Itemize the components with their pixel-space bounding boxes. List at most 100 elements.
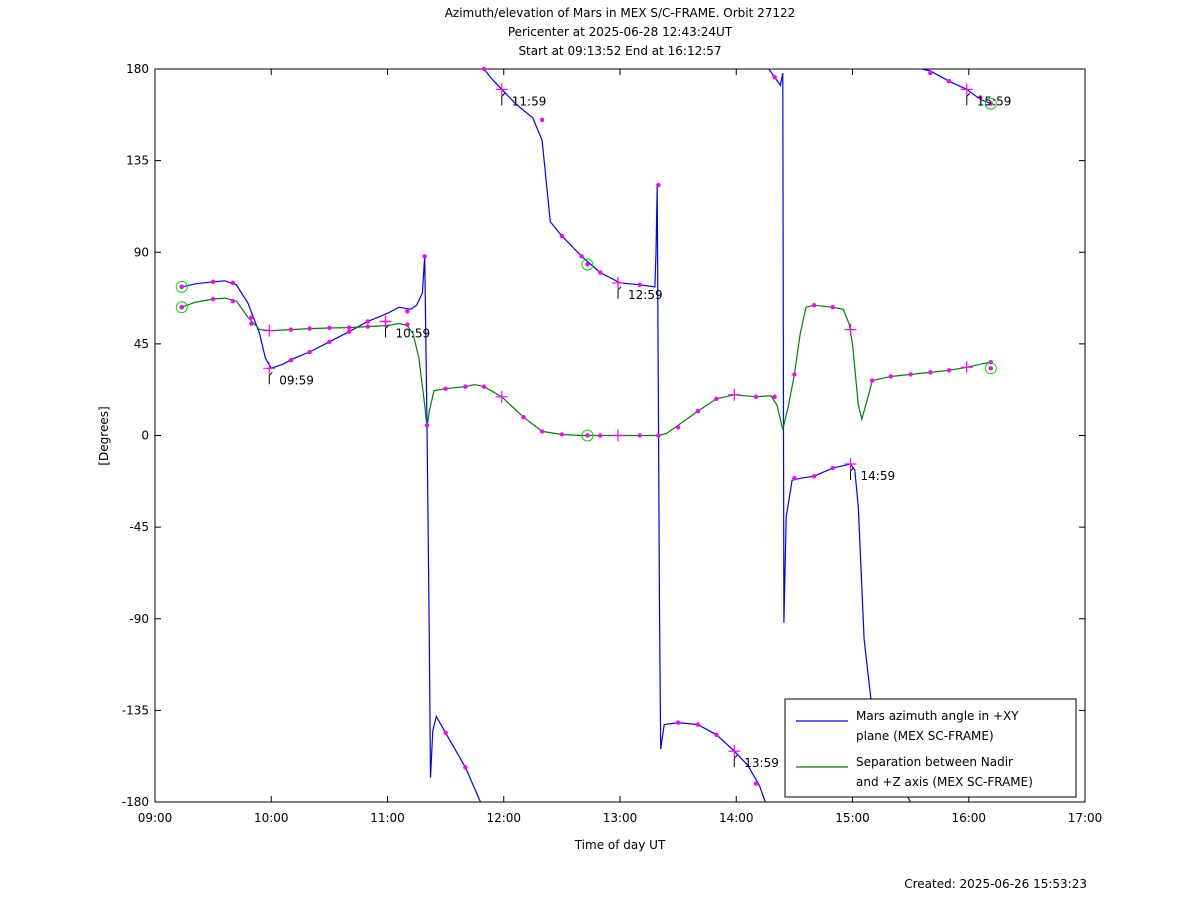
annotation-pointer [385,325,389,338]
data-point [946,79,952,84]
series-line [768,68,912,803]
data-point [928,70,933,76]
data-point [346,329,352,334]
event-marker [175,301,188,314]
data-point [988,101,994,106]
y-tick-label: 180 [126,62,149,76]
data-point [539,429,545,434]
data-point [830,465,835,471]
hour-marker [495,83,508,96]
hour-marker [728,745,741,758]
hour-marker [263,324,276,337]
series-line [181,297,991,437]
y-axis-label: [Degrees] [97,406,111,465]
data-point [327,339,332,345]
chart-title-line: Pericenter at 2025-06-28 12:43:24UT [508,25,733,39]
x-tick-label: 11:00 [370,811,405,825]
data-point [539,117,545,123]
legend-entry: Mars azimuth angle in +XY [856,709,1019,723]
x-tick-label: 13:00 [603,811,638,825]
data-point [637,433,642,438]
x-tick-label: 16:00 [951,811,986,825]
hour-marker [263,362,276,375]
data-point [463,765,468,770]
data-point [585,433,590,438]
data-point [811,302,817,308]
data-point [978,95,983,100]
data-point [443,730,448,735]
data-point [830,305,835,310]
annotation-pointer [850,467,854,481]
annotation-pointer [966,93,971,106]
data-point [288,327,294,332]
x-axis-label: Time of day UT [574,838,666,852]
annotation-pointer [501,93,506,106]
data-point [307,349,312,355]
data-point [753,781,759,786]
event-marker [581,258,594,271]
data-point [598,433,603,438]
chart-title-line: Start at 09:13:52 End at 16:12:57 [518,44,721,58]
x-tick-label: 14:00 [719,811,754,825]
data-point [888,374,894,379]
annotation-label: 13:59 [744,756,779,770]
data-point [811,474,817,479]
data-point [346,325,352,330]
event-marker [984,97,997,110]
data-point [753,394,759,400]
legend: Mars azimuth angle in +XY plane (MEX SC-F… [784,698,1077,798]
data-point [327,325,332,331]
hour-marker [960,83,973,96]
data-point [230,298,236,304]
chart-title-line: Azimuth/elevation of Mars in MEX S/C-FRA… [445,6,796,20]
data-point [870,378,875,383]
hour-marker [495,390,508,403]
y-tick-label: -180 [122,795,149,809]
annotation-label: 09:59 [279,373,314,387]
data-point [792,372,797,377]
data-point [179,305,184,310]
y-tick-label: 90 [134,245,149,259]
data-point [559,432,565,437]
data-point [928,370,933,375]
data-point [463,384,468,389]
data-point [772,394,777,400]
data-point [714,732,719,738]
data-point [443,386,448,391]
data-point [656,433,661,438]
x-tick-label: 15:00 [835,811,870,825]
legend-entry: plane (MEX SC-FRAME) [856,729,994,743]
y-axis: 180 135 90 45 0 -45 -90 -135 -180 [122,62,1085,809]
plot-markers [175,66,997,786]
data-point [210,279,216,284]
data-point [714,396,719,402]
data-point [579,254,584,259]
data-point [481,66,487,72]
data-point [179,284,184,290]
x-tick-label: 17:00 [1068,811,1103,825]
data-point [598,270,603,275]
hour-marker [844,323,857,336]
data-point [559,233,565,239]
data-point [230,280,236,285]
y-tick-label: 0 [141,429,149,443]
data-point [792,476,797,481]
x-axis: 09:00 10:00 11:00 12:00 13:00 14:00 15:00 16:00… [138,69,1103,825]
plot-annotations: 09:59 10:59 11:59 12:59 13:59 14:59 15:59 [268,93,1011,770]
annotation-label: 11:59 [512,94,547,108]
x-tick-label: 09:00 [138,811,173,825]
annotation-label: 14:59 [861,469,896,483]
data-point [210,296,216,302]
data-point [637,282,642,288]
data-point [675,425,681,430]
annotation-pointer [733,754,738,768]
series-line [181,256,482,803]
data-point [365,324,370,329]
data-point [988,360,994,365]
data-point [481,384,487,389]
data-point [288,357,294,363]
event-marker [175,280,188,293]
y-tick-label: -90 [129,612,149,626]
hour-marker [960,361,973,374]
